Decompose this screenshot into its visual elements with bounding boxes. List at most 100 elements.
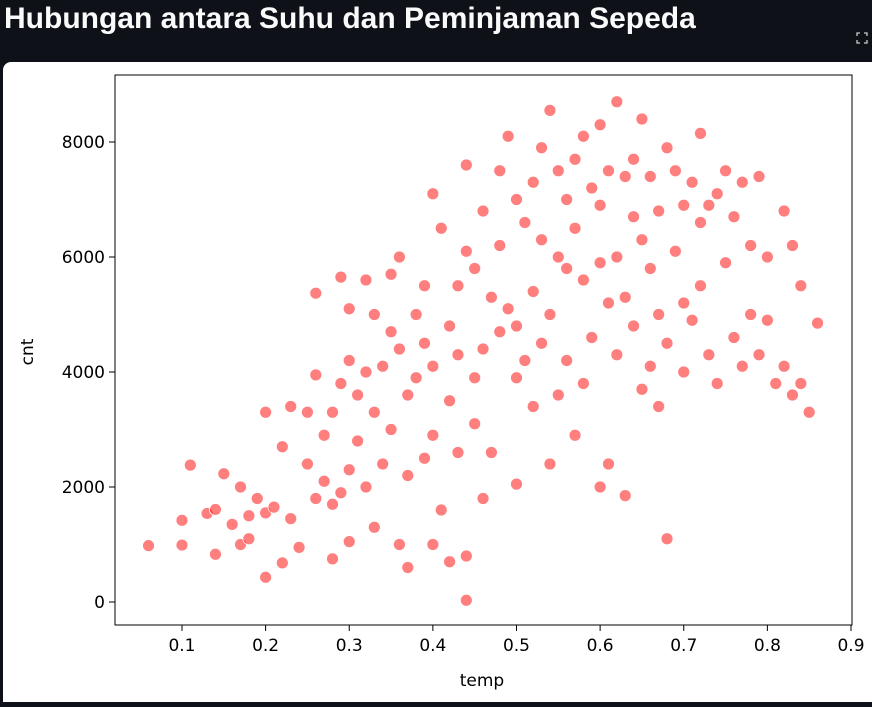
point	[518, 216, 532, 229]
point	[535, 336, 548, 350]
point	[568, 152, 582, 166]
point	[635, 233, 649, 247]
point	[367, 308, 381, 321]
point	[485, 290, 498, 304]
point	[618, 489, 632, 503]
x-tick-label: 0.2	[252, 636, 279, 656]
point	[459, 158, 473, 172]
point	[660, 141, 674, 155]
point	[426, 538, 440, 551]
fullscreen-button[interactable]	[856, 32, 868, 44]
point	[602, 457, 615, 471]
point	[786, 388, 799, 402]
point	[702, 198, 716, 212]
point	[668, 244, 682, 258]
point	[660, 532, 674, 546]
point	[317, 474, 331, 488]
point	[142, 539, 155, 553]
point	[485, 446, 498, 459]
point	[585, 181, 599, 195]
point	[652, 308, 666, 321]
point	[401, 561, 415, 574]
point	[334, 486, 348, 500]
point	[409, 371, 423, 385]
point	[777, 359, 791, 373]
x-tick-label: 0.6	[587, 636, 614, 656]
point	[468, 417, 482, 431]
point	[760, 313, 774, 327]
point	[593, 118, 607, 132]
point	[593, 256, 607, 270]
point	[610, 95, 624, 109]
point	[627, 152, 640, 166]
point	[576, 377, 590, 390]
point	[359, 365, 373, 379]
point	[476, 342, 490, 356]
point	[543, 103, 557, 117]
point	[367, 520, 381, 534]
point	[384, 267, 398, 281]
point	[576, 129, 590, 143]
chart: temp cnt 0.1 0.2 0.3 0.4 0.5 0.6 0.7 0.8 0.9 0 200…	[18, 74, 865, 691]
point	[526, 285, 540, 298]
point	[551, 388, 565, 402]
point	[643, 170, 657, 183]
point	[292, 540, 306, 554]
point	[510, 193, 523, 206]
point	[627, 319, 640, 333]
point	[309, 492, 323, 505]
x-tick-label: 0.3	[336, 636, 363, 656]
point	[284, 400, 298, 413]
point	[652, 400, 666, 413]
point	[576, 273, 590, 287]
y-tick-label: 2000	[62, 478, 105, 498]
point	[459, 593, 473, 607]
point	[635, 382, 649, 396]
point	[376, 457, 390, 471]
point	[359, 273, 373, 287]
point	[643, 359, 657, 373]
point	[610, 250, 624, 264]
point	[401, 469, 415, 482]
point	[719, 256, 732, 270]
point	[217, 467, 231, 481]
point	[535, 233, 548, 247]
point	[535, 141, 548, 155]
point	[635, 112, 649, 126]
point	[401, 388, 415, 402]
y-tick-label: 4000	[62, 363, 105, 383]
point	[409, 308, 423, 321]
point	[677, 198, 691, 212]
point	[702, 348, 716, 362]
point	[694, 126, 707, 140]
point	[359, 480, 373, 494]
point	[393, 250, 406, 264]
point	[468, 262, 482, 275]
point	[685, 175, 699, 189]
point	[719, 164, 732, 178]
point	[543, 457, 557, 471]
point	[627, 210, 640, 224]
x-tick-label: 0.5	[503, 636, 530, 656]
point	[752, 348, 766, 362]
point	[334, 377, 348, 390]
point	[443, 319, 456, 333]
point	[618, 290, 632, 304]
page-title: Hubungan antara Suhu dan Peminjaman Sepe…	[4, 2, 696, 35]
point	[510, 477, 523, 491]
y-tick-label: 8000	[62, 133, 105, 153]
point	[794, 377, 808, 390]
point	[769, 377, 783, 390]
point	[727, 331, 741, 344]
point	[326, 405, 339, 419]
point	[342, 463, 356, 477]
point	[510, 371, 523, 385]
point	[668, 164, 682, 178]
point	[376, 359, 390, 373]
point	[326, 497, 339, 511]
point	[618, 170, 632, 183]
point	[284, 512, 298, 526]
point	[426, 187, 440, 201]
point	[543, 308, 557, 321]
